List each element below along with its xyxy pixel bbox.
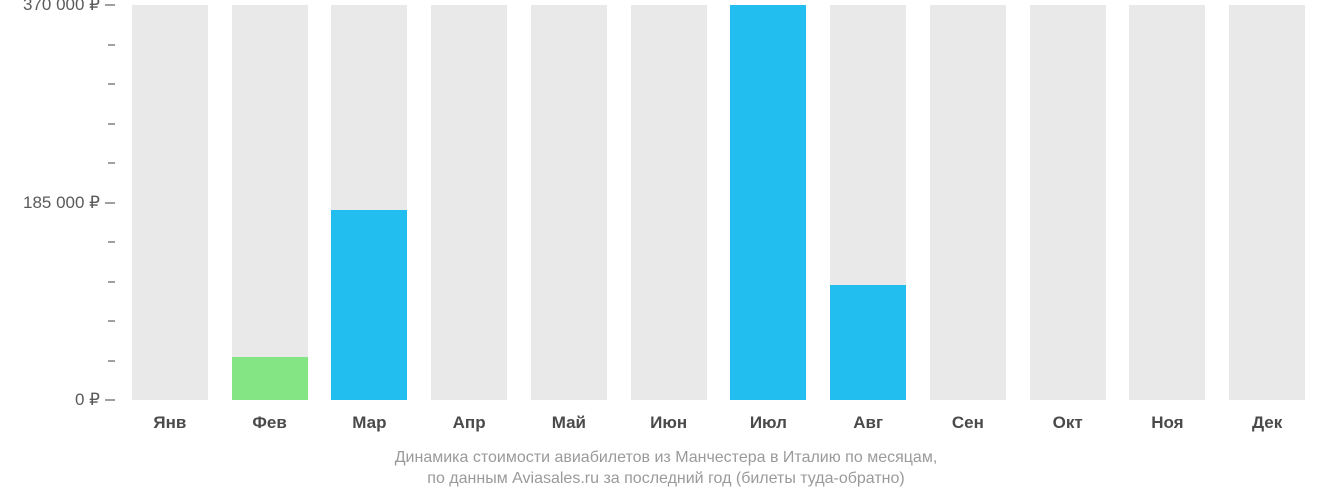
y-axis-label: 0 ₽ [75, 390, 100, 410]
bar-slot [419, 5, 519, 400]
caption-line-2: по данным Aviasales.ru за последний год … [0, 468, 1332, 490]
y-axis-tick [105, 399, 115, 401]
bar-background [1129, 5, 1205, 400]
bar [730, 5, 806, 400]
bar-slot [719, 5, 819, 400]
y-axis-tick [105, 202, 115, 204]
y-axis-minor-tick [108, 83, 115, 85]
bar-slot [619, 5, 719, 400]
y-axis-minor-tick [108, 281, 115, 283]
x-axis-label: Окт [1018, 405, 1118, 435]
bar-background [232, 5, 308, 400]
y-axis-minor-tick [108, 360, 115, 362]
caption-line-1: Динамика стоимости авиабилетов из Манчес… [0, 447, 1332, 469]
y-axis-label: 370 000 ₽ [23, 0, 100, 15]
bar [232, 357, 308, 400]
y-axis-minor-tick [108, 162, 115, 164]
bar-slot [818, 5, 918, 400]
x-axis-label: Апр [419, 405, 519, 435]
y-axis-minor-tick [108, 241, 115, 243]
price-chart: 370 000 ₽185 000 ₽0 ₽ ЯнвФевМарАпрМайИюн… [0, 0, 1332, 502]
bar-slot [519, 5, 619, 400]
bar-background [531, 5, 607, 400]
bar-slot [1217, 5, 1317, 400]
y-axis-label: 185 000 ₽ [23, 193, 100, 213]
bar-background [1229, 5, 1305, 400]
bar-slot [220, 5, 320, 400]
bar-slot [918, 5, 1018, 400]
x-axis-label: Июн [619, 405, 719, 435]
bar-background [431, 5, 507, 400]
bar-slot [1118, 5, 1218, 400]
bar-slot [320, 5, 420, 400]
y-axis-minor-tick [108, 320, 115, 322]
x-axis: ЯнвФевМарАпрМайИюнИюлАвгСенОктНояДек [120, 405, 1317, 435]
x-axis-label: Янв [120, 405, 220, 435]
bar [331, 210, 407, 400]
x-axis-label: Дек [1217, 405, 1317, 435]
x-axis-label: Авг [818, 405, 918, 435]
y-axis-minor-tick [108, 44, 115, 46]
y-axis-tick [105, 4, 115, 6]
bar-background [132, 5, 208, 400]
bar-background [631, 5, 707, 400]
y-axis-minor-tick [108, 123, 115, 125]
bars-group [120, 5, 1317, 400]
bar-background [1030, 5, 1106, 400]
chart-caption: Динамика стоимости авиабилетов из Манчес… [0, 447, 1332, 490]
x-axis-label: Ноя [1118, 405, 1218, 435]
bar-slot [1018, 5, 1118, 400]
x-axis-label: Сен [918, 405, 1018, 435]
x-axis-label: Май [519, 405, 619, 435]
x-axis-label: Фев [220, 405, 320, 435]
bar-background [930, 5, 1006, 400]
x-axis-label: Мар [320, 405, 420, 435]
x-axis-label: Июл [719, 405, 819, 435]
bar-slot [120, 5, 220, 400]
bar [830, 285, 906, 400]
y-axis: 370 000 ₽185 000 ₽0 ₽ [0, 5, 120, 400]
plot-area [120, 5, 1317, 400]
